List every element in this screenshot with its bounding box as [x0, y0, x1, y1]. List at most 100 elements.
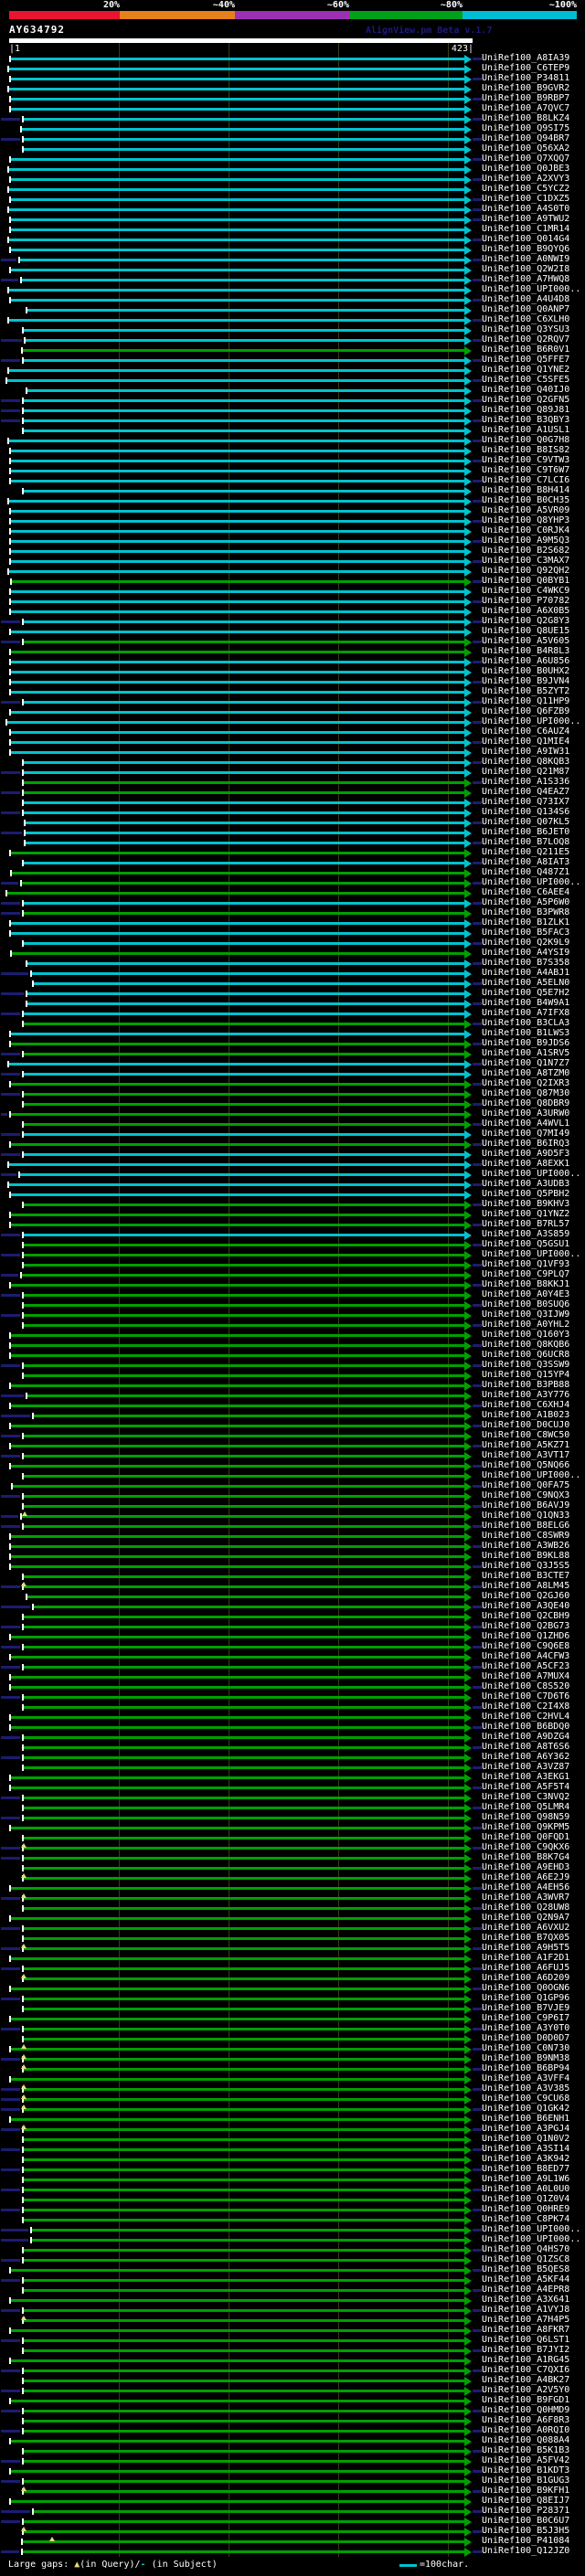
hit-label[interactable]: UniRef100_B7VJE9 [482, 2003, 570, 2013]
hit-label[interactable]: UniRef100_P70782 [482, 596, 570, 606]
hit-label[interactable]: UniRef100_B5J3H5 [482, 2526, 570, 2536]
alignment-bar[interactable] [26, 842, 464, 844]
alignment-bar[interactable] [24, 2158, 464, 2161]
alignment-bar[interactable] [9, 68, 464, 70]
hit-label[interactable]: UniRef100_Q3J5S5 [482, 1561, 570, 1571]
alignment-bar[interactable] [9, 88, 464, 90]
hit-label[interactable]: UniRef100_B9KHV3 [482, 1199, 570, 1209]
alignment-bar[interactable] [32, 2239, 464, 2242]
alignment-bar[interactable] [23, 2540, 464, 2543]
alignment-bar[interactable] [11, 1445, 464, 1447]
alignment-bar[interactable] [24, 138, 464, 141]
hit-label[interactable]: UniRef100_Q1Z0V4 [482, 2194, 570, 2204]
hit-label[interactable]: UniRef100_A3Y0T0 [482, 2023, 570, 2033]
hit-label[interactable]: UniRef100_Q0HMD9 [482, 2405, 570, 2415]
alignment-bar[interactable] [11, 2359, 464, 2362]
alignment-bar[interactable] [11, 198, 464, 201]
alignment-bar[interactable] [24, 1093, 464, 1096]
alignment-bar[interactable] [9, 319, 464, 322]
alignment-bar[interactable] [24, 2490, 464, 2493]
alignment-bar[interactable] [24, 1967, 464, 1970]
hit-label[interactable]: UniRef100_UPI000.. [482, 1470, 581, 1480]
hit-label[interactable]: UniRef100_B6BP94 [482, 2063, 570, 2073]
hit-label[interactable]: UniRef100_B9GVR2 [482, 83, 570, 93]
alignment-bar[interactable] [11, 1384, 464, 1387]
hit-label[interactable]: UniRef100_A3PGJ4 [482, 2124, 570, 2134]
hit-label[interactable]: UniRef100_Q6FZB9 [482, 706, 570, 716]
alignment-bar[interactable] [22, 1274, 464, 1277]
hit-label[interactable]: UniRef100_Q0HRE9 [482, 2204, 570, 2214]
alignment-bar[interactable] [24, 771, 464, 774]
hit-label[interactable]: UniRef100_A8T6S6 [482, 1742, 570, 1752]
hit-label[interactable]: UniRef100_A3UDB3 [482, 1179, 570, 1189]
alignment-bar[interactable] [24, 2390, 464, 2392]
alignment-bar[interactable] [9, 239, 464, 241]
hit-label[interactable]: UniRef100_B7S358 [482, 958, 570, 968]
hit-label[interactable]: UniRef100_A0RQI0 [482, 2425, 570, 2435]
alignment-bar[interactable] [24, 1435, 464, 1437]
hit-label[interactable]: UniRef100_A8EXK1 [482, 1159, 570, 1169]
alignment-bar[interactable] [24, 1847, 464, 1850]
alignment-bar[interactable] [11, 1113, 464, 1116]
alignment-bar[interactable] [24, 2279, 464, 2282]
alignment-bar[interactable] [11, 1334, 464, 1337]
hit-label[interactable]: UniRef100_A6D209 [482, 1973, 570, 1983]
alignment-bar[interactable] [24, 148, 464, 151]
hit-label[interactable]: UniRef100_C9Q6E8 [482, 1641, 570, 1651]
alignment-bar[interactable] [11, 2440, 464, 2443]
alignment-bar[interactable] [11, 1676, 464, 1679]
alignment-bar[interactable] [11, 1344, 464, 1347]
alignment-bar[interactable] [11, 711, 464, 714]
hit-label[interactable]: UniRef100_C0N730 [482, 2043, 570, 2053]
hit-label[interactable]: UniRef100_C2I4X8 [482, 1701, 570, 1712]
alignment-bar[interactable] [24, 2128, 464, 2131]
alignment-bar[interactable] [24, 1696, 464, 1699]
alignment-bar[interactable] [9, 1163, 464, 1166]
hit-label[interactable]: UniRef100_UPI000.. [482, 284, 581, 294]
alignment-bar[interactable] [11, 1405, 464, 1407]
hit-label[interactable]: UniRef100_B3QBY3 [482, 415, 570, 425]
alignment-bar[interactable] [34, 1415, 464, 1417]
hit-label[interactable]: UniRef100_A1USL1 [482, 425, 570, 435]
alignment-bar[interactable] [11, 1545, 464, 1548]
alignment-bar[interactable] [24, 2259, 464, 2262]
alignment-bar[interactable] [11, 78, 464, 80]
alignment-bar[interactable] [24, 1766, 464, 1769]
alignment-bar[interactable] [24, 2178, 464, 2181]
alignment-bar[interactable] [24, 1947, 464, 1950]
alignment-bar[interactable] [24, 1907, 464, 1910]
alignment-bar[interactable] [27, 962, 464, 965]
alignment-bar[interactable] [24, 2369, 464, 2372]
hit-label[interactable]: UniRef100_A9IW31 [482, 747, 570, 757]
hit-label[interactable]: UniRef100_Q87M30 [482, 1088, 570, 1098]
hit-label[interactable]: UniRef100_Q5E7H2 [482, 988, 570, 998]
hit-label[interactable]: UniRef100_B5QES8 [482, 2264, 570, 2274]
alignment-bar[interactable] [24, 2038, 464, 2041]
hit-label[interactable]: UniRef100_B9KL88 [482, 1551, 570, 1561]
hit-label[interactable]: UniRef100_Q2K9L9 [482, 938, 570, 948]
hit-label[interactable]: UniRef100_Q8UE15 [482, 626, 570, 636]
hit-label[interactable]: UniRef100_B6JET0 [482, 827, 570, 837]
alignment-bar[interactable] [24, 2209, 464, 2211]
hit-label[interactable]: UniRef100_Q0G7H8 [482, 435, 570, 445]
hit-label[interactable]: UniRef100_A9TWU2 [482, 214, 570, 224]
alignment-bar[interactable] [11, 480, 464, 482]
hit-label[interactable]: UniRef100_UPI000.. [482, 1169, 581, 1179]
hit-label[interactable]: UniRef100_A4EH56 [482, 1882, 570, 1892]
hit-label[interactable]: UniRef100_B9QYQ6 [482, 244, 570, 254]
hit-label[interactable]: UniRef100_Q12JZ0 [482, 2546, 570, 2556]
hit-label[interactable]: UniRef100_Q4EAZ7 [482, 787, 570, 797]
alignment-bar[interactable] [27, 389, 464, 392]
hit-label[interactable]: UniRef100_B8H414 [482, 485, 570, 495]
alignment-bar[interactable] [24, 1012, 464, 1015]
alignment-bar[interactable] [24, 1756, 464, 1759]
hit-label[interactable]: UniRef100_P34811 [482, 73, 570, 83]
hit-label[interactable]: UniRef100_C8SWR9 [482, 1531, 570, 1541]
alignment-bar[interactable] [11, 2018, 464, 2020]
alignment-bar[interactable] [24, 1244, 464, 1246]
hit-label[interactable]: UniRef100_A3URW0 [482, 1108, 570, 1118]
alignment-bar[interactable] [24, 2098, 464, 2101]
alignment-bar[interactable] [24, 1867, 464, 1870]
alignment-bar[interactable] [11, 2048, 464, 2051]
alignment-bar[interactable] [11, 540, 464, 543]
